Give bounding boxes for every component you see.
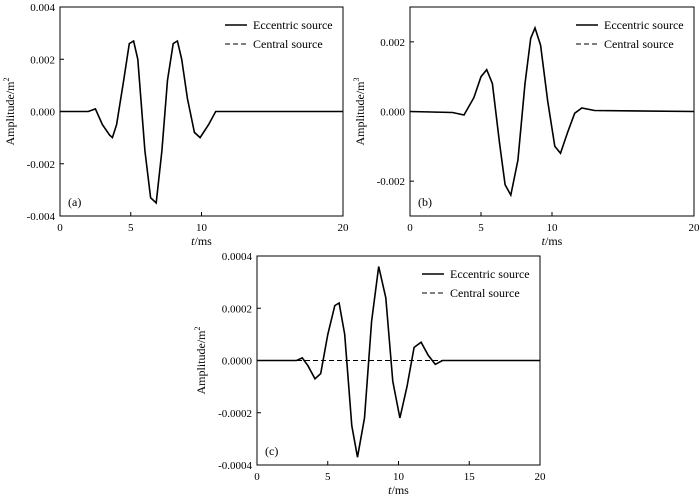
y-tick-label: -0.002 — [27, 159, 55, 171]
y-tick-label: 0.002 — [380, 37, 405, 49]
y-tick-label: 0.000 — [30, 107, 55, 119]
x-tick-label: 0 — [254, 471, 260, 483]
x-tick-label: 10 — [547, 222, 559, 234]
y-tick-label: 0.0000 — [222, 356, 253, 368]
x-tick-label: 0 — [57, 222, 63, 234]
y-tick-label: -0.002 — [377, 176, 405, 188]
panel-a: 0 5 10 20 -0.004 -0.002 0.000 0.002 0.004 t/ms Amp… — [2, 2, 349, 248]
legend-central-label: Central source — [604, 37, 674, 51]
y-axis-title: Amplitude/m3 — [352, 78, 367, 146]
legend-central-label: Central source — [253, 37, 323, 51]
x-axis-title: t/ms — [542, 234, 563, 248]
legend-eccentric-label: Eccentric source — [450, 267, 530, 281]
y-tick-label: 0.0004 — [222, 251, 253, 263]
x-axis-title: t/ms — [191, 234, 212, 248]
x-tick-label: 20 — [535, 471, 547, 483]
x-tick-label: 5 — [478, 222, 484, 234]
panel-label: (c) — [265, 444, 278, 458]
y-tick-label: 0.000 — [380, 107, 405, 119]
x-axis-title: t/ms — [388, 483, 409, 497]
series-eccentric-line — [60, 39, 343, 205]
series-central-line — [60, 40, 343, 204]
x-tick-label: 15 — [464, 471, 476, 483]
x-tick-label: 20 — [338, 222, 350, 234]
panel-b: 0 5 10 20 -0.002 0.000 0.002 t/ms Amplitude/m3 (b… — [352, 6, 700, 248]
panel-label: (a) — [68, 195, 81, 209]
y-tick-label: 0.002 — [30, 54, 55, 66]
y-tick-label: -0.0004 — [218, 460, 252, 472]
y-axis-title: Amplitude/m2 — [193, 327, 208, 395]
x-tick-label: 10 — [196, 222, 208, 234]
x-tick-label: 0 — [407, 222, 413, 234]
y-tick-label: -0.004 — [27, 211, 56, 223]
legend-central-label: Central source — [450, 286, 520, 300]
y-tick-label: 0.0002 — [222, 303, 252, 315]
series-eccentric-line — [409, 25, 695, 198]
panel-c: 0 5 10 15 20 -0.0004 -0.0002 0.0000 0.0002 0.0004… — [193, 251, 546, 497]
x-tick-label: 5 — [128, 222, 134, 234]
x-tick-label: 5 — [325, 471, 331, 483]
y-axis-title: Amplitude/m2 — [2, 78, 17, 146]
y-tick-label: 0.004 — [30, 2, 55, 14]
x-tick-label: 20 — [689, 222, 700, 234]
series-central-line — [409, 26, 695, 197]
x-tick-label: 10 — [393, 471, 405, 483]
legend-eccentric-label: Eccentric source — [604, 18, 684, 32]
panel-label: (b) — [418, 195, 432, 209]
y-tick-label: -0.0002 — [218, 408, 252, 420]
series-eccentric-line — [257, 266, 540, 458]
legend-eccentric-label: Eccentric source — [253, 18, 333, 32]
